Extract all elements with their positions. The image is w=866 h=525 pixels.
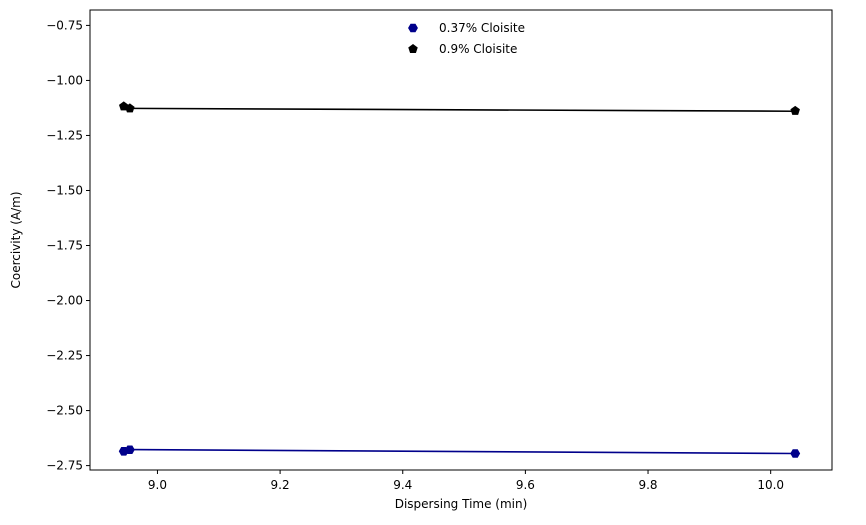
data-points	[118, 101, 801, 458]
x-tick-label: 10.0	[757, 478, 784, 492]
legend-label-1: 0.37% Cloisite	[439, 21, 525, 35]
y-tick-label: −2.00	[46, 294, 83, 308]
x-tick-label: 9.8	[638, 478, 657, 492]
series-1-fit-line	[129, 448, 796, 455]
x-axis-ticks: 9.0 9.2 9.4 9.6 9.8 10.0	[148, 470, 784, 492]
y-tick-label: −0.75	[46, 18, 83, 32]
series-2-fit-line	[129, 107, 796, 113]
x-tick-label: 9.0	[148, 478, 167, 492]
legend-marker-2	[408, 44, 418, 54]
y-tick-label: −2.75	[46, 459, 83, 473]
fit-lines	[129, 107, 796, 455]
legend-label-2: 0.9% Cloisite	[439, 42, 517, 56]
x-tick-label: 9.2	[271, 478, 290, 492]
x-tick-label: 9.6	[516, 478, 535, 492]
legend: 0.37% Cloisite 0.9% Cloisite	[408, 21, 525, 56]
series-2-point	[790, 105, 800, 115]
series-1-point	[790, 449, 801, 458]
x-axis-label: Dispersing Time (min)	[395, 497, 528, 511]
y-tick-label: −1.00	[46, 73, 83, 87]
y-axis-ticks: −0.75 −1.00 −1.25 −1.50 −1.75 −2.00 −2.25 −2.50…	[46, 18, 90, 473]
y-tick-label: −1.25	[46, 128, 83, 142]
y-tick-label: −1.75	[46, 239, 83, 253]
series-1-point	[124, 445, 135, 455]
series-2-point	[125, 103, 135, 113]
y-tick-label: −1.50	[46, 183, 83, 197]
x-tick-label: 9.4	[393, 478, 412, 492]
plot-frame	[89, 9, 833, 471]
plot-area	[90, 10, 832, 470]
y-axis-label: Coercivity (A/m)	[9, 191, 23, 288]
y-tick-label: −2.25	[46, 349, 83, 363]
legend-marker-1	[408, 23, 418, 33]
y-tick-label: −2.50	[46, 404, 83, 418]
